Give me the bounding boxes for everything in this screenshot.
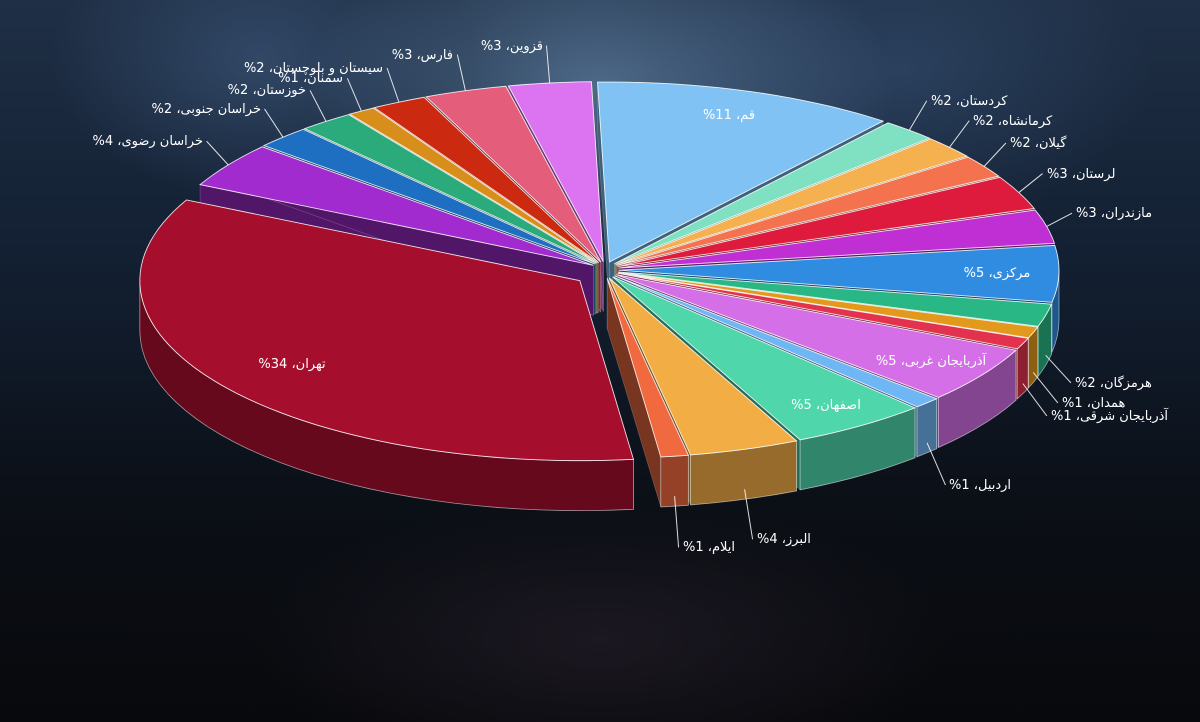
leader-line	[674, 496, 680, 548]
pie-slice	[612, 276, 917, 441]
leader-line	[456, 54, 466, 91]
slice-label: مرکزی، 5%	[964, 266, 1031, 281]
leader-line	[949, 120, 970, 148]
slice-label: البرز، 4%	[757, 532, 811, 547]
pie-slice	[618, 272, 1039, 339]
pie-slice	[614, 122, 931, 265]
slice-label: هرمزگان، 2%	[1075, 375, 1152, 391]
leader-line	[744, 489, 754, 540]
pie-slice	[617, 272, 1030, 350]
slice-label: سیستان و بلوچستان، 2%	[244, 61, 383, 76]
slice-label: قم، 11%	[703, 108, 755, 123]
pie-slice	[618, 244, 1060, 303]
pie-slice	[608, 277, 798, 456]
leader-line	[309, 90, 327, 122]
slice-label: گیلان، 2%	[1010, 135, 1067, 151]
pie-slice	[616, 274, 1017, 398]
leader-line	[1018, 173, 1043, 193]
leader-line	[546, 45, 551, 84]
slice-label: آذربایجان شرقی، 1%	[1051, 407, 1169, 424]
slice-label: سمنان، 1%	[278, 71, 343, 86]
pie-slice	[618, 271, 1053, 327]
pie-slice	[199, 146, 594, 266]
slice-label: اصفهان، 5%	[791, 398, 861, 413]
slice-label: همدان، 1%	[1062, 396, 1125, 411]
slice-label: لرستان، 3%	[1047, 167, 1115, 182]
leader-line	[386, 67, 400, 103]
leader-line	[926, 442, 946, 486]
slice-label: مازندران، 3%	[1076, 206, 1152, 221]
slice-labels: تهران، 34% خراسان رضوی، 4% خراسان جنوبی، 2…	[92, 39, 1169, 555]
leader-line	[1032, 372, 1059, 404]
slice-label: کردستان، 2%	[931, 94, 1008, 109]
pie-slice	[597, 81, 885, 263]
slice-label: کرمانشاه، 2%	[973, 114, 1053, 129]
slice-label: خراسان جنوبی، 2%	[152, 102, 261, 117]
pie-slice	[425, 85, 602, 263]
leader-line	[1046, 212, 1073, 227]
pie-slice	[614, 275, 938, 408]
leader-line	[1022, 383, 1048, 417]
pie-slice	[606, 278, 690, 458]
slice-tops	[139, 81, 1060, 462]
leader-line	[1045, 354, 1072, 384]
leader-line	[206, 140, 229, 166]
pie-slice	[348, 107, 598, 264]
pie-slice	[303, 114, 597, 264]
slice-label: ایلام، 1%	[683, 540, 735, 555]
slice-label: قزوین، 3%	[481, 39, 543, 54]
slice-label: خوزستان، 2%	[228, 83, 306, 98]
slice-label: تهران، 34%	[258, 357, 326, 372]
pie-slice	[616, 156, 1000, 266]
slice-label: خراسان رضوی، 4%	[92, 134, 203, 149]
pie-slice	[139, 199, 635, 462]
leader-line	[908, 100, 928, 131]
slice-label: فارس، 3%	[392, 48, 453, 63]
leader-line	[346, 78, 362, 112]
slice-label: اردبیل، 1%	[949, 478, 1011, 493]
leader-line	[264, 108, 284, 138]
leader-line	[983, 142, 1007, 167]
slice-label: آذربایجان غربی، 5%	[876, 352, 988, 369]
